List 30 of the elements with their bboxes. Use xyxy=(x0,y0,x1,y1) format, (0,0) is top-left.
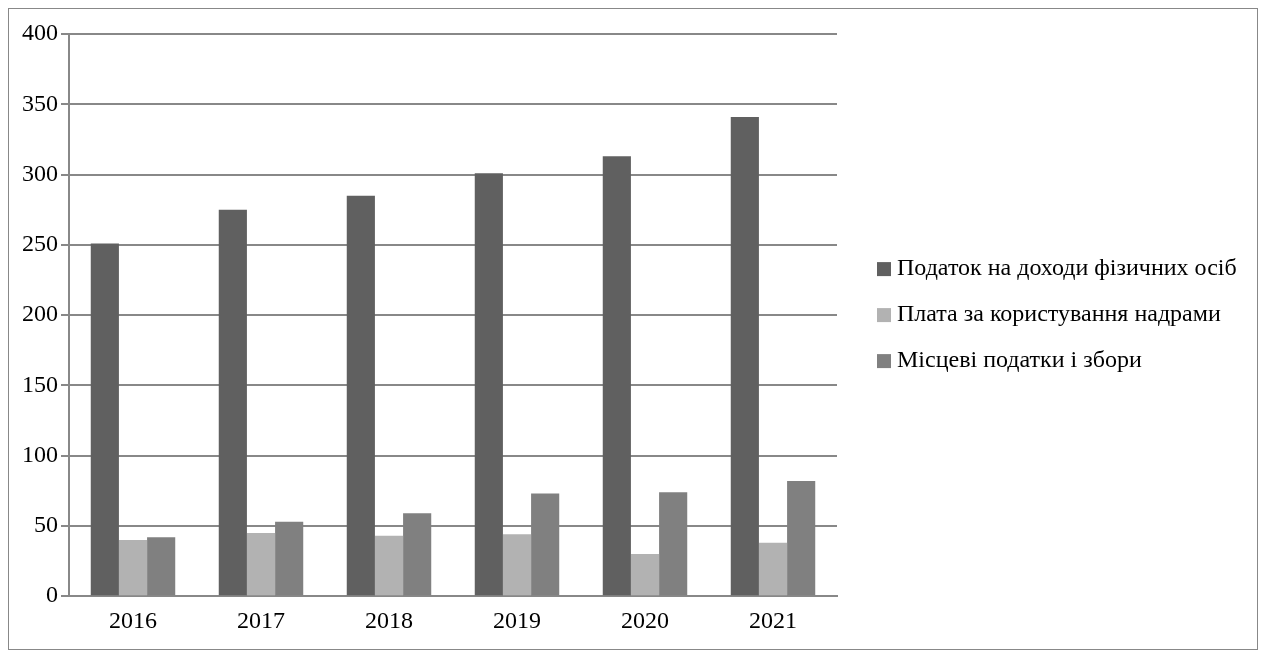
x-tick-label: 2016 xyxy=(109,606,157,633)
bar xyxy=(758,542,788,596)
bar xyxy=(218,209,247,596)
y-tick-label: 250 xyxy=(22,230,58,257)
y-tick-label: 200 xyxy=(22,300,58,327)
bar xyxy=(502,534,532,596)
bar xyxy=(374,535,404,596)
x-tick-label: 2021 xyxy=(749,606,797,633)
y-tick-label: 0 xyxy=(46,581,58,608)
x-tick-label: 2019 xyxy=(493,606,541,633)
legend-label: Плата за користування надрами xyxy=(897,300,1221,327)
bar xyxy=(630,554,660,596)
bar xyxy=(118,539,148,596)
bar xyxy=(602,156,631,596)
y-tick-label: 50 xyxy=(34,511,58,538)
legend-label: Місцеві податки і збори xyxy=(897,346,1142,373)
y-tick-label: 350 xyxy=(22,89,58,116)
bar xyxy=(346,195,375,596)
y-tick-label: 400 xyxy=(22,19,58,46)
legend-label: Податок на доходи фізичних осіб xyxy=(897,254,1237,281)
bar xyxy=(90,243,119,596)
bar xyxy=(246,532,276,596)
y-tick-label: 100 xyxy=(22,440,58,467)
bar xyxy=(474,173,503,596)
bar xyxy=(730,116,759,596)
x-tick-label: 2018 xyxy=(365,606,413,633)
y-tick-label: 150 xyxy=(22,370,58,397)
x-tick-label: 2017 xyxy=(237,606,285,633)
y-tick-label: 300 xyxy=(22,159,58,186)
x-tick-label: 2020 xyxy=(621,606,669,633)
